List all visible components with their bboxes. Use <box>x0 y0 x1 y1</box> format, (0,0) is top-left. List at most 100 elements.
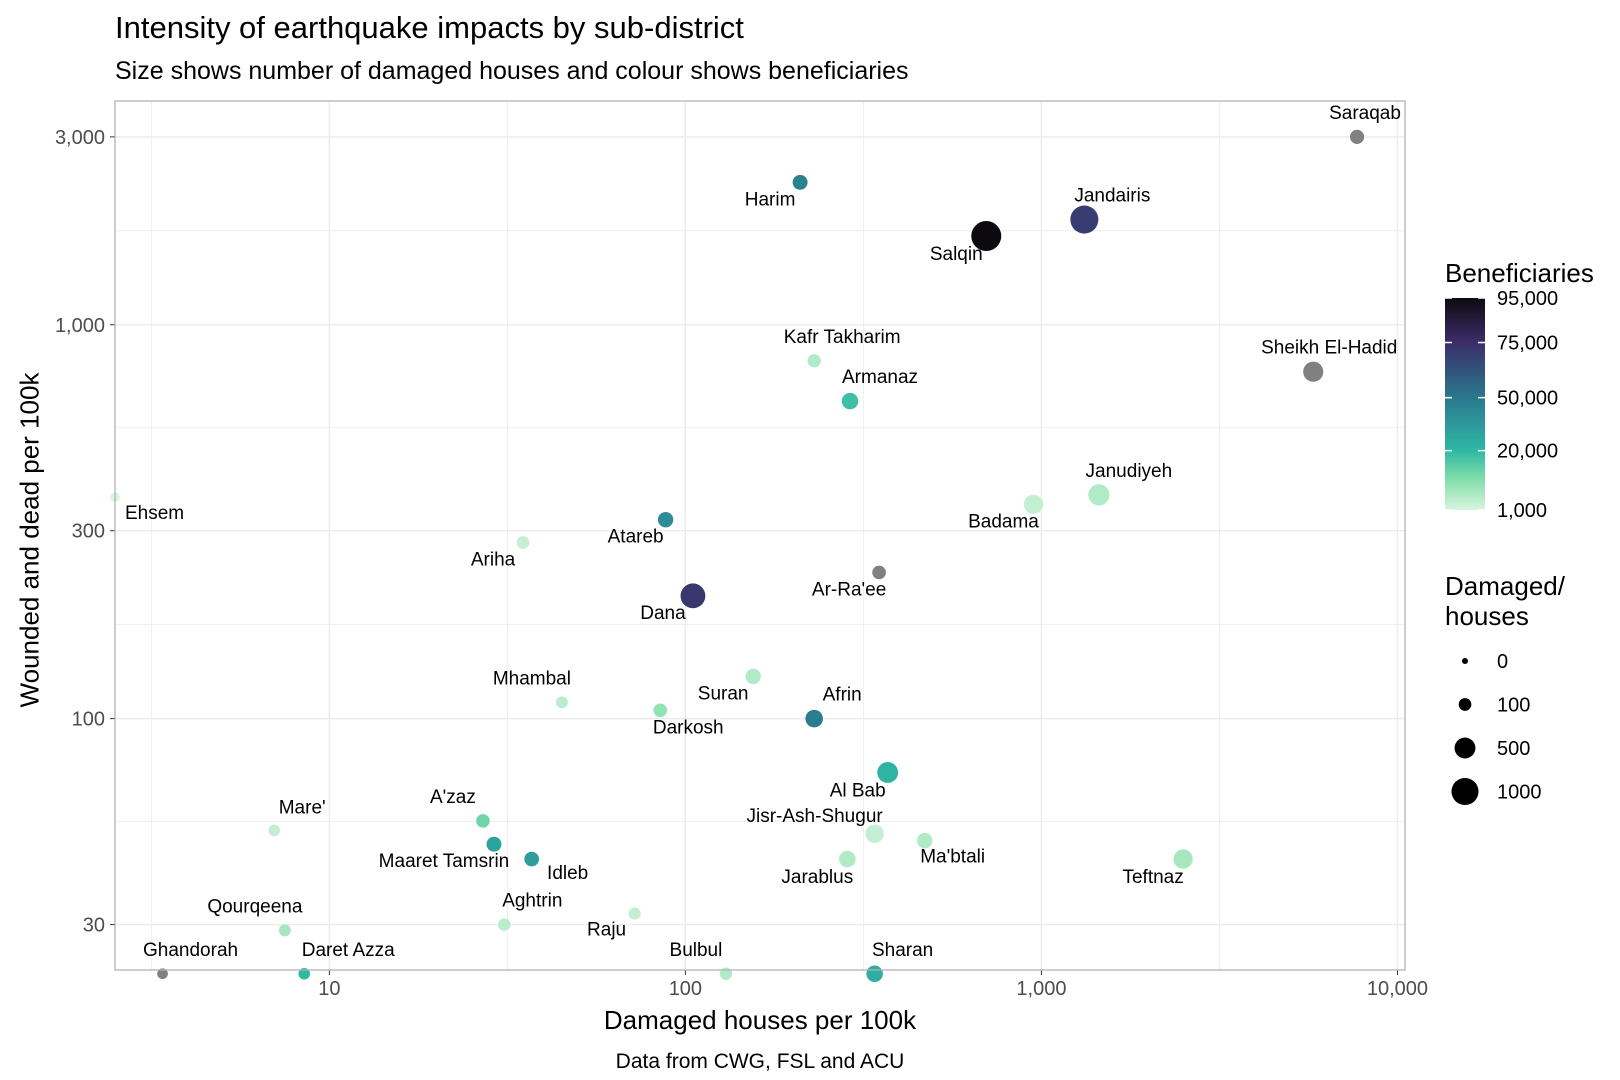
colour-legend-label: 95,000 <box>1497 288 1558 310</box>
data-point <box>792 174 808 190</box>
y-tick-label: 100 <box>72 709 105 731</box>
colour-legend-label: 50,000 <box>1497 388 1558 410</box>
point-label: Kafr Takharim <box>784 327 901 348</box>
data-point <box>1070 205 1099 234</box>
data-point <box>872 565 886 580</box>
point-label: Armanaz <box>842 367 918 388</box>
point-label: Maaret Tamsrin <box>379 851 510 872</box>
plot-border <box>114 100 1406 971</box>
point-labels: Saraqab Harim Jandairis Salqin Kafr Takharim… <box>125 103 1401 961</box>
size-legend-label: 500 <box>1497 738 1530 760</box>
data-point <box>628 907 641 920</box>
y-axis-ticks: 30 100 300 1,000 3,000 <box>55 127 115 937</box>
data-point <box>877 762 899 783</box>
point-label: Afrin <box>823 685 862 706</box>
data-point <box>745 668 761 685</box>
point-label: Ar-Ra'ee <box>812 579 886 600</box>
size-legend-key <box>1462 658 1468 664</box>
point-label: Daret Azza <box>302 940 395 961</box>
point-label: Teftnaz <box>1122 867 1183 888</box>
data-point <box>841 392 859 410</box>
colour-legend-bar <box>1445 298 1485 510</box>
data-point <box>1349 129 1365 144</box>
x-axis-label: Damaged houses per 100k <box>603 1005 917 1035</box>
data-point <box>839 850 856 868</box>
data-point <box>680 583 706 609</box>
point-label: Sharan <box>872 940 933 961</box>
data-point <box>653 703 668 718</box>
data-point <box>486 836 502 852</box>
data-point <box>657 511 674 528</box>
point-label: Dana <box>640 603 686 624</box>
point-label: Bulbul <box>670 940 723 961</box>
point-label: Raju <box>587 920 626 941</box>
y-tick-label: 3,000 <box>55 127 105 149</box>
point-label: Sheikh El-Hadid <box>1261 338 1397 359</box>
point-label: Mare' <box>279 797 326 818</box>
point-label: Ariha <box>471 550 516 571</box>
colour-legend-ticks: 95,000 75,000 50,000 20,000 1,000 <box>1445 288 1558 522</box>
chart-title: Intensity of earthquake impacts by sub-d… <box>115 10 744 45</box>
colour-legend-label: 20,000 <box>1497 441 1558 463</box>
data-point <box>1023 494 1044 515</box>
data-point <box>298 967 311 980</box>
x-tick-label: 10 <box>318 978 340 1000</box>
point-label: Saraqab <box>1329 103 1401 124</box>
data-point <box>555 696 568 709</box>
size-legend-label: 1000 <box>1497 782 1542 804</box>
colour-legend-title: Beneficiaries <box>1445 258 1594 288</box>
chart-subtitle: Size shows number of damaged houses and … <box>115 57 909 85</box>
size-legend-title-line2: houses <box>1445 601 1529 631</box>
size-legend-title-line1: Damaged/ <box>1445 571 1565 601</box>
size-legend-key <box>1451 777 1479 806</box>
point-label: Harim <box>745 189 796 210</box>
data-point <box>1303 361 1324 382</box>
point-label: Jandairis <box>1074 186 1150 207</box>
data-point <box>865 824 884 844</box>
point-label: Ehsem <box>125 503 184 524</box>
data-point <box>516 536 530 549</box>
point-label: Atareb <box>608 527 664 548</box>
data-point <box>524 851 539 867</box>
size-legend-label: 100 <box>1497 695 1530 717</box>
size-legend-keys: 0 100 500 1000 <box>1451 651 1542 806</box>
point-label: Janudiyeh <box>1086 461 1173 482</box>
colour-legend-label: 1,000 <box>1497 500 1547 522</box>
size-legend-key <box>1458 698 1472 711</box>
x-axis-ticks: 10 100 1,000 10,000 <box>318 970 1428 1000</box>
point-label: Aghtrin <box>502 891 562 912</box>
point-label: Ghandorah <box>143 940 238 961</box>
size-legend-key <box>1454 737 1476 759</box>
x-tick-label: 100 <box>669 978 702 1000</box>
point-label: Qourqeena <box>207 896 303 917</box>
y-tick-label: 30 <box>83 915 105 937</box>
data-point <box>476 814 490 828</box>
point-label: Salqin <box>930 244 983 265</box>
point-label: Jisr-Ash-Shugur <box>747 806 884 827</box>
y-tick-label: 300 <box>72 521 105 543</box>
chart-caption: Data from CWG, FSL and ACU <box>615 1050 905 1073</box>
data-point <box>916 832 933 849</box>
data-point <box>1088 484 1110 506</box>
data-point <box>971 221 1002 252</box>
point-label: Jarablus <box>781 867 853 888</box>
data-point <box>157 968 168 980</box>
y-tick-label: 1,000 <box>55 315 105 337</box>
x-tick-label: 10,000 <box>1367 978 1428 1000</box>
grid-lines <box>115 101 1405 970</box>
colour-legend-label: 75,000 <box>1497 333 1558 355</box>
size-legend-label: 0 <box>1497 651 1508 673</box>
point-label: Mhambal <box>493 668 571 689</box>
data-point <box>1173 849 1193 869</box>
x-tick-label: 1,000 <box>1016 978 1066 1000</box>
point-label: Darkosh <box>653 717 724 738</box>
point-label: Ma'btali <box>920 847 985 868</box>
point-label: Badama <box>968 511 1039 532</box>
plot-panel <box>115 101 1405 970</box>
data-point <box>866 965 883 983</box>
data-point <box>497 918 511 931</box>
point-label: Idleb <box>547 863 588 884</box>
data-point <box>805 709 823 728</box>
point-label: Suran <box>698 683 749 704</box>
